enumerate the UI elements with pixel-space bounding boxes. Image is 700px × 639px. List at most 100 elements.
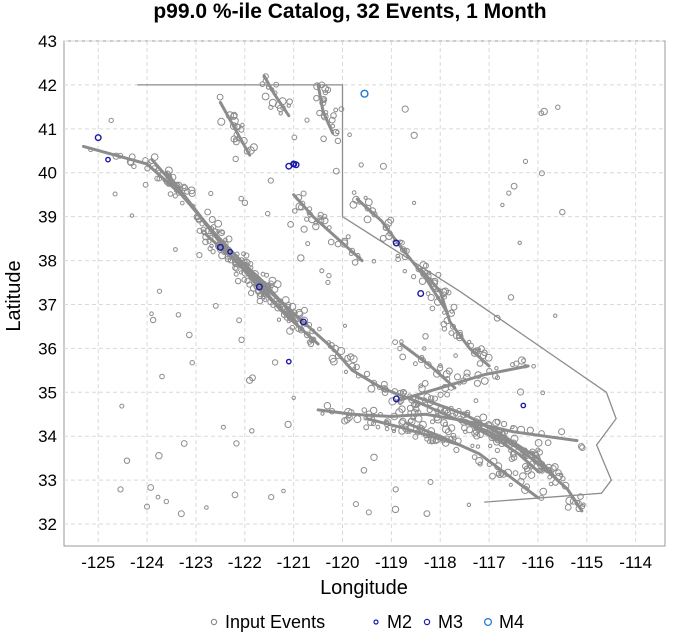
input-event-marker bbox=[495, 375, 500, 381]
input-event-marker bbox=[500, 420, 508, 428]
input-event-marker bbox=[202, 238, 209, 246]
input-event-marker bbox=[371, 379, 377, 386]
input-event-marker bbox=[482, 422, 488, 428]
input-event-marker bbox=[430, 419, 435, 425]
input-event-marker bbox=[300, 190, 307, 197]
input-event-marker bbox=[370, 453, 378, 461]
input-event-marker bbox=[560, 476, 566, 482]
input-event-marker bbox=[397, 396, 405, 404]
input-event-marker bbox=[263, 298, 268, 303]
input-event-marker bbox=[304, 216, 310, 222]
input-event-marker bbox=[444, 409, 451, 416]
input-event-marker bbox=[288, 314, 296, 322]
input-event-marker bbox=[240, 137, 248, 145]
input-event-marker bbox=[412, 401, 419, 409]
input-event-marker bbox=[317, 215, 323, 221]
border-line bbox=[137, 84, 617, 503]
input-event-marker bbox=[292, 316, 300, 323]
input-event-marker bbox=[442, 310, 447, 315]
input-event-marker bbox=[231, 491, 239, 499]
input-event-marker bbox=[351, 190, 357, 195]
input-event-marker bbox=[247, 268, 253, 274]
input-event-marker bbox=[424, 276, 430, 282]
input-event-marker bbox=[510, 362, 515, 368]
input-event-marker bbox=[317, 211, 324, 218]
input-event-marker bbox=[478, 345, 485, 353]
input-event-marker bbox=[297, 254, 305, 262]
input-event-marker bbox=[473, 398, 479, 404]
input-event-marker bbox=[390, 412, 399, 421]
input-event-marker bbox=[521, 485, 530, 494]
event-marker-m3 bbox=[94, 134, 102, 142]
input-event-marker bbox=[163, 498, 170, 505]
input-event-marker bbox=[363, 370, 371, 378]
event-marker-m3 bbox=[417, 290, 425, 298]
input-event-marker bbox=[167, 191, 174, 197]
input-event-marker bbox=[423, 393, 432, 401]
input-event-marker bbox=[494, 447, 500, 453]
input-event-marker bbox=[175, 312, 182, 318]
fault-trace bbox=[394, 364, 530, 403]
input-event-marker bbox=[407, 410, 413, 416]
input-event-marker bbox=[397, 400, 403, 406]
input-event-marker bbox=[402, 269, 407, 274]
input-event-marker bbox=[429, 439, 435, 445]
input-event-marker bbox=[425, 291, 431, 297]
input-event-marker bbox=[321, 85, 330, 93]
input-event-marker bbox=[423, 510, 431, 517]
input-event-marker bbox=[387, 230, 393, 237]
y-tick-label: 33 bbox=[38, 471, 57, 490]
input-event-marker bbox=[411, 274, 417, 280]
input-event-marker bbox=[521, 358, 526, 364]
input-event-marker bbox=[200, 226, 207, 233]
input-event-marker bbox=[291, 395, 296, 400]
input-event-marker bbox=[263, 288, 269, 294]
input-event-marker bbox=[479, 413, 488, 422]
input-event-marker bbox=[334, 137, 342, 145]
input-event-marker bbox=[259, 81, 266, 88]
legend-label: M2 bbox=[387, 612, 412, 632]
input-event-marker bbox=[199, 221, 205, 227]
input-event-marker bbox=[230, 112, 238, 120]
x-tick-label: -119 bbox=[375, 553, 408, 572]
input-event-marker bbox=[321, 97, 327, 102]
input-event-marker bbox=[527, 451, 536, 460]
input-event-marker bbox=[480, 377, 489, 385]
input-event-marker bbox=[358, 162, 364, 168]
input-event-marker bbox=[521, 455, 527, 460]
input-event-marker bbox=[510, 445, 517, 452]
input-event-marker bbox=[370, 416, 376, 421]
input-event-marker bbox=[129, 213, 135, 218]
input-event-marker bbox=[208, 216, 216, 223]
input-event-marker bbox=[553, 313, 558, 318]
input-event-marker bbox=[313, 95, 320, 102]
input-event-marker bbox=[142, 181, 149, 188]
plot-area bbox=[63, 40, 666, 547]
state-border bbox=[137, 84, 617, 503]
input-event-marker bbox=[144, 503, 150, 510]
input-event-marker bbox=[399, 246, 407, 253]
input-event-marker bbox=[538, 461, 546, 468]
input-event-marker bbox=[210, 224, 217, 230]
input-event-marker bbox=[282, 296, 290, 304]
input-event-marker bbox=[371, 258, 377, 264]
input-event-marker bbox=[443, 435, 450, 442]
input-event-marker bbox=[494, 366, 499, 371]
input-event-marker bbox=[447, 383, 455, 391]
input-event-marker bbox=[353, 363, 360, 371]
input-event-marker bbox=[243, 252, 250, 259]
event-marker-m3 bbox=[392, 239, 400, 247]
input-event-marker bbox=[379, 234, 387, 242]
input-event-marker bbox=[295, 194, 303, 202]
input-event-marker bbox=[234, 277, 242, 285]
input-event-marker bbox=[471, 429, 479, 437]
input-event-marker bbox=[577, 443, 585, 450]
input-event-marker bbox=[112, 152, 120, 160]
input-event-marker bbox=[260, 271, 266, 277]
input-event-marker bbox=[233, 440, 240, 447]
input-event-marker bbox=[424, 272, 432, 280]
y-tick-label: 42 bbox=[38, 76, 57, 95]
magnitude-events-layer bbox=[94, 89, 527, 409]
input-event-marker bbox=[307, 211, 314, 218]
input-events-layer bbox=[88, 73, 586, 518]
